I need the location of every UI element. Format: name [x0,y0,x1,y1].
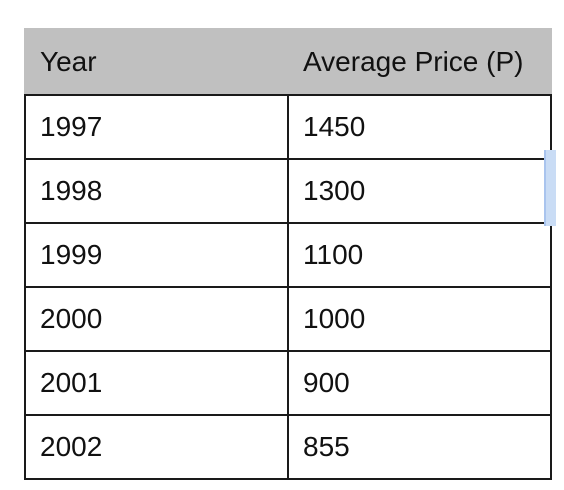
table-row: 2000 1000 [24,286,552,352]
cell-year: 1998 [24,158,289,224]
table-row: 2001 900 [24,350,552,416]
cell-average-price: 1100 [287,222,552,288]
cell-average-price: 900 [287,350,552,416]
table-header: Year Average Price (P) [24,28,552,96]
cell-year: 2002 [24,414,289,480]
cell-average-price: 1000 [287,286,552,352]
column-resize-handle[interactable] [544,150,556,226]
cell-average-price: 1300 [287,158,552,224]
cell-year: 1999 [24,222,289,288]
table-row: 1997 1450 [24,94,552,160]
table-body: 1997 1450 1998 1300 1999 1100 2000 1000 … [24,94,552,480]
table-row: 1999 1100 [24,222,552,288]
cell-average-price: 855 [287,414,552,480]
cell-year: 1997 [24,94,289,160]
cell-year: 2001 [24,350,289,416]
average-price-table: Year Average Price (P) 1997 1450 1998 13… [24,28,552,480]
table-row: 1998 1300 [24,158,552,224]
cell-average-price: 1450 [287,94,552,160]
table-row: 2002 855 [24,414,552,480]
header-row: Year Average Price (P) [24,28,552,96]
header-year: Year [24,28,289,96]
cell-year: 2000 [24,286,289,352]
header-average-price: Average Price (P) [287,28,552,96]
